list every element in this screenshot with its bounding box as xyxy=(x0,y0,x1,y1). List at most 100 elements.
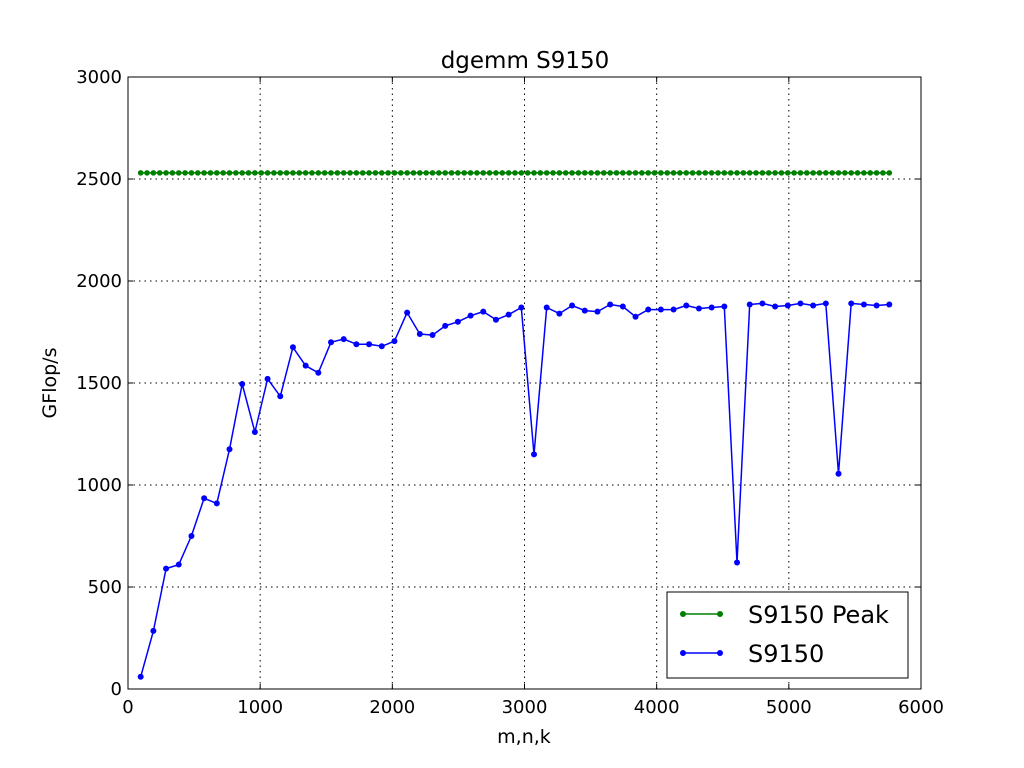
s9150-point xyxy=(315,369,322,376)
s9150-peak-point xyxy=(378,170,385,176)
s9150-peak-point xyxy=(182,170,188,176)
chart-title: dgemm S9150 xyxy=(441,48,610,74)
s9150-peak-point xyxy=(816,170,823,176)
s9150-peak-point xyxy=(366,170,372,176)
s9150-peak-point xyxy=(651,170,658,176)
s9150-point xyxy=(734,559,741,566)
s9150-point xyxy=(150,627,157,634)
s9150-peak-point xyxy=(264,170,271,176)
s9150-point xyxy=(340,336,347,343)
s9150-peak-point xyxy=(791,170,797,176)
s9150-peak-point xyxy=(271,170,277,176)
s9150-peak-point xyxy=(499,170,506,176)
s9150-peak-point xyxy=(302,170,309,176)
s9150-point xyxy=(328,339,335,346)
s9150-point xyxy=(163,565,170,572)
s9150-peak-point xyxy=(429,170,436,176)
s9150-point xyxy=(226,446,233,453)
s9150-peak-point xyxy=(689,170,696,176)
s9150-point xyxy=(264,375,271,382)
s9150-peak-point xyxy=(417,170,423,176)
s9150-point xyxy=(404,309,411,316)
s9150-peak-point xyxy=(778,170,785,176)
s9150-point xyxy=(416,331,423,338)
s9150-point xyxy=(366,341,373,348)
s9150-peak-point xyxy=(607,170,613,176)
s9150-peak-point xyxy=(842,170,848,176)
s9150-point xyxy=(442,322,449,329)
s9150-point xyxy=(695,305,702,312)
s9150-peak-point xyxy=(448,170,455,176)
s9150-point xyxy=(683,302,690,309)
s9150-point xyxy=(302,362,309,369)
s9150-peak-point xyxy=(201,170,207,176)
s9150-point xyxy=(467,312,474,319)
s9150-peak-point xyxy=(632,170,639,176)
s9150-peak-point xyxy=(442,170,449,176)
s9150-peak-point xyxy=(702,170,709,176)
s9150-point xyxy=(759,300,766,307)
s9150-peak-point xyxy=(613,170,620,176)
grid xyxy=(128,77,921,689)
s9150-peak-point xyxy=(397,170,404,176)
y-tick-label: 0 xyxy=(111,679,122,700)
s9150-peak-point xyxy=(175,170,182,176)
x-tick-label: 0 xyxy=(122,697,133,718)
s9150-peak-point xyxy=(620,170,626,176)
s9150-point xyxy=(886,301,893,308)
s9150-peak-point xyxy=(867,170,874,176)
s9150-point xyxy=(784,302,791,309)
s9150-peak-point xyxy=(461,170,468,176)
s9150-peak-point xyxy=(404,170,410,176)
s9150-point xyxy=(645,306,652,313)
s9150-peak-point xyxy=(727,170,734,176)
s9150-peak-point xyxy=(353,170,360,176)
s9150-point xyxy=(277,393,284,400)
s9150-peak-point xyxy=(569,170,575,176)
s9150-peak-point xyxy=(683,170,690,176)
s9150-peak-point xyxy=(252,170,258,176)
legend-marker-s9150-peak xyxy=(680,611,686,617)
s9150-peak-point xyxy=(207,170,214,176)
s9150-point xyxy=(670,306,677,313)
s9150-peak-point xyxy=(194,170,201,176)
s9150-point xyxy=(429,332,436,339)
s9150-peak-point xyxy=(854,170,861,176)
s9150-peak-point xyxy=(715,170,721,176)
s9150-point xyxy=(569,302,576,309)
legend-label-s9150-peak: S9150 Peak xyxy=(748,601,889,629)
s9150-peak-point xyxy=(708,170,715,176)
s9150-point xyxy=(531,451,538,458)
x-tick-label: 4000 xyxy=(634,697,680,718)
s9150-peak-point xyxy=(474,170,480,176)
s9150-point xyxy=(543,304,550,311)
s9150-peak-point xyxy=(797,170,804,176)
s9150-peak-point xyxy=(467,170,474,176)
s9150-peak-point xyxy=(664,170,671,176)
s9150-peak-point xyxy=(804,170,810,176)
s9150-peak-point xyxy=(455,170,461,176)
s9150-peak-point xyxy=(670,170,677,176)
s9150-point xyxy=(213,500,220,507)
s9150-point xyxy=(480,308,487,315)
s9150-point xyxy=(772,303,779,310)
s9150-peak-point xyxy=(315,170,322,176)
s9150-point xyxy=(505,311,512,318)
s9150-peak-point xyxy=(562,170,569,176)
s9150-peak-point xyxy=(150,170,157,176)
s9150-peak-point xyxy=(886,170,893,176)
s9150-point xyxy=(721,303,728,310)
s9150-peak-point xyxy=(639,170,645,176)
s9150-point xyxy=(201,495,208,502)
s9150-peak-point xyxy=(759,170,766,176)
x-tick-label: 6000 xyxy=(898,697,944,718)
s9150-peak-point xyxy=(163,170,169,176)
s9150-peak-point xyxy=(239,170,245,176)
s9150-peak-point xyxy=(588,170,594,176)
s9150-peak-point xyxy=(290,170,296,176)
s9150-peak-point xyxy=(258,170,265,176)
s9150-peak-point xyxy=(734,170,740,176)
plot-series xyxy=(137,170,893,680)
s9150-peak-point xyxy=(423,170,429,176)
